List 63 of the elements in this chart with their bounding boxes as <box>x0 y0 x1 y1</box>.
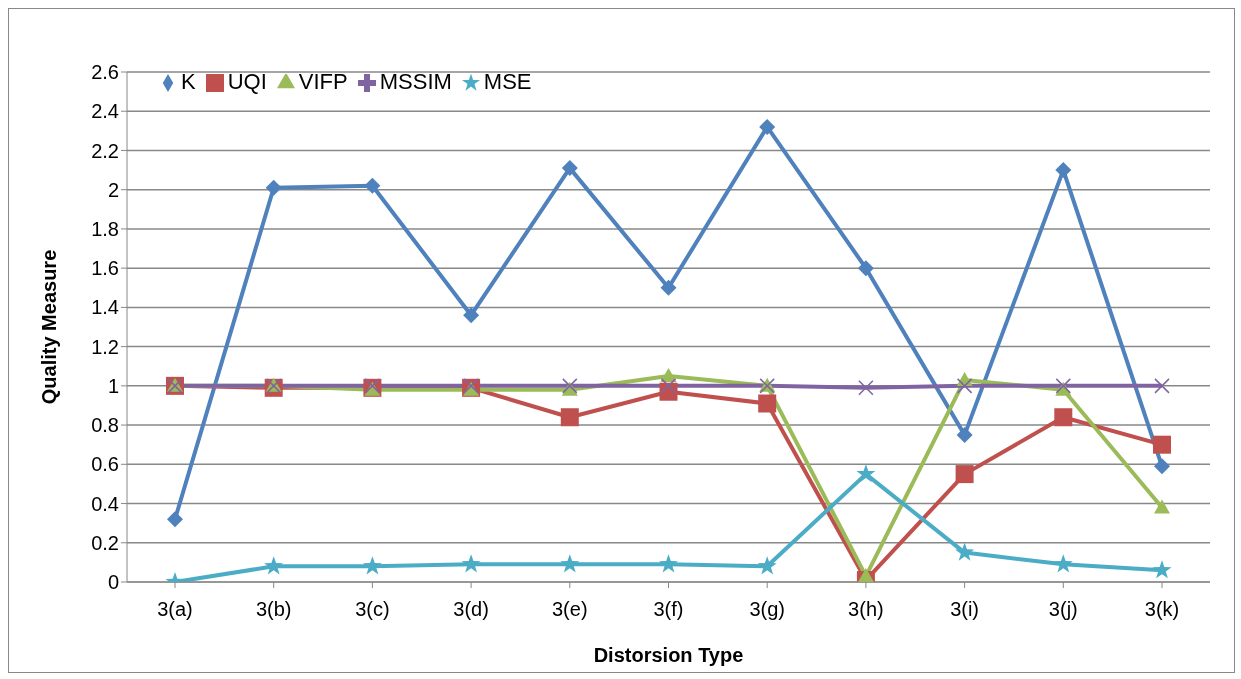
x-tick-label: 3(f) <box>653 598 684 621</box>
point <box>658 554 679 573</box>
point <box>364 177 381 194</box>
x-tick-label: 3(e) <box>552 598 588 621</box>
y-tick-label: 0.4 <box>91 492 119 515</box>
y-tick-label: 0 <box>107 571 119 594</box>
x-tick-label: 3(j) <box>1048 598 1078 621</box>
point <box>856 464 876 483</box>
legend-label: VIFP <box>298 69 348 94</box>
point <box>757 556 777 575</box>
point <box>560 408 579 427</box>
point <box>759 118 776 135</box>
point <box>1154 499 1170 514</box>
point <box>758 394 777 413</box>
y-tick-label: 2.4 <box>91 100 119 123</box>
y-tick-label: 0.2 <box>91 531 119 554</box>
point <box>1154 458 1170 475</box>
x-tick-label: 3(a) <box>157 598 193 621</box>
point <box>1054 408 1073 427</box>
y-tick-label: 1.6 <box>91 257 119 280</box>
x-tick-label: 3(g) <box>749 598 785 621</box>
point <box>1055 162 1072 179</box>
x-tick-label: 3(i) <box>950 598 980 621</box>
point <box>857 260 874 277</box>
point <box>1152 560 1172 579</box>
point <box>560 554 580 573</box>
y-tick-label: 1.4 <box>91 296 119 319</box>
point <box>956 378 973 394</box>
y-tick-label: 2 <box>107 178 119 201</box>
y-tick-label: 2.2 <box>91 139 119 162</box>
point <box>362 556 382 575</box>
x-tick-label: 3(h) <box>848 598 884 621</box>
legend-label: K <box>181 69 196 94</box>
x-tick-label: 3(b) <box>255 598 292 621</box>
point <box>955 542 975 561</box>
point <box>561 160 578 177</box>
x-tick-label: 3(k) <box>1144 598 1180 621</box>
point <box>264 556 284 575</box>
point <box>956 426 973 443</box>
point <box>1153 435 1171 454</box>
y-tick-label: 1 <box>107 374 119 397</box>
point <box>1154 378 1170 394</box>
y-tick-label: 0.6 <box>91 453 119 476</box>
point <box>167 511 183 528</box>
y-tick-label: 0.8 <box>91 414 119 437</box>
point <box>461 554 481 573</box>
point <box>265 179 282 196</box>
y-tick-label: 1.8 <box>91 218 119 241</box>
legend-label: MSSIM <box>379 69 452 94</box>
x-tick-label: 3(d) <box>453 598 489 621</box>
point <box>660 279 677 296</box>
x-tick-label: 3(c) <box>355 598 390 621</box>
point <box>1053 554 1073 573</box>
x-axis-title: Distorsion Type <box>593 644 744 666</box>
point <box>660 378 677 394</box>
y-tick-label: 2.6 <box>91 61 119 84</box>
y-tick-label: 1.2 <box>91 335 119 358</box>
point <box>463 307 480 324</box>
point <box>955 465 974 484</box>
legend-label: MSE <box>483 69 532 94</box>
legend-label: UQI <box>227 69 267 94</box>
point <box>858 380 874 396</box>
y-axis-title: Quality Measure <box>38 249 61 405</box>
